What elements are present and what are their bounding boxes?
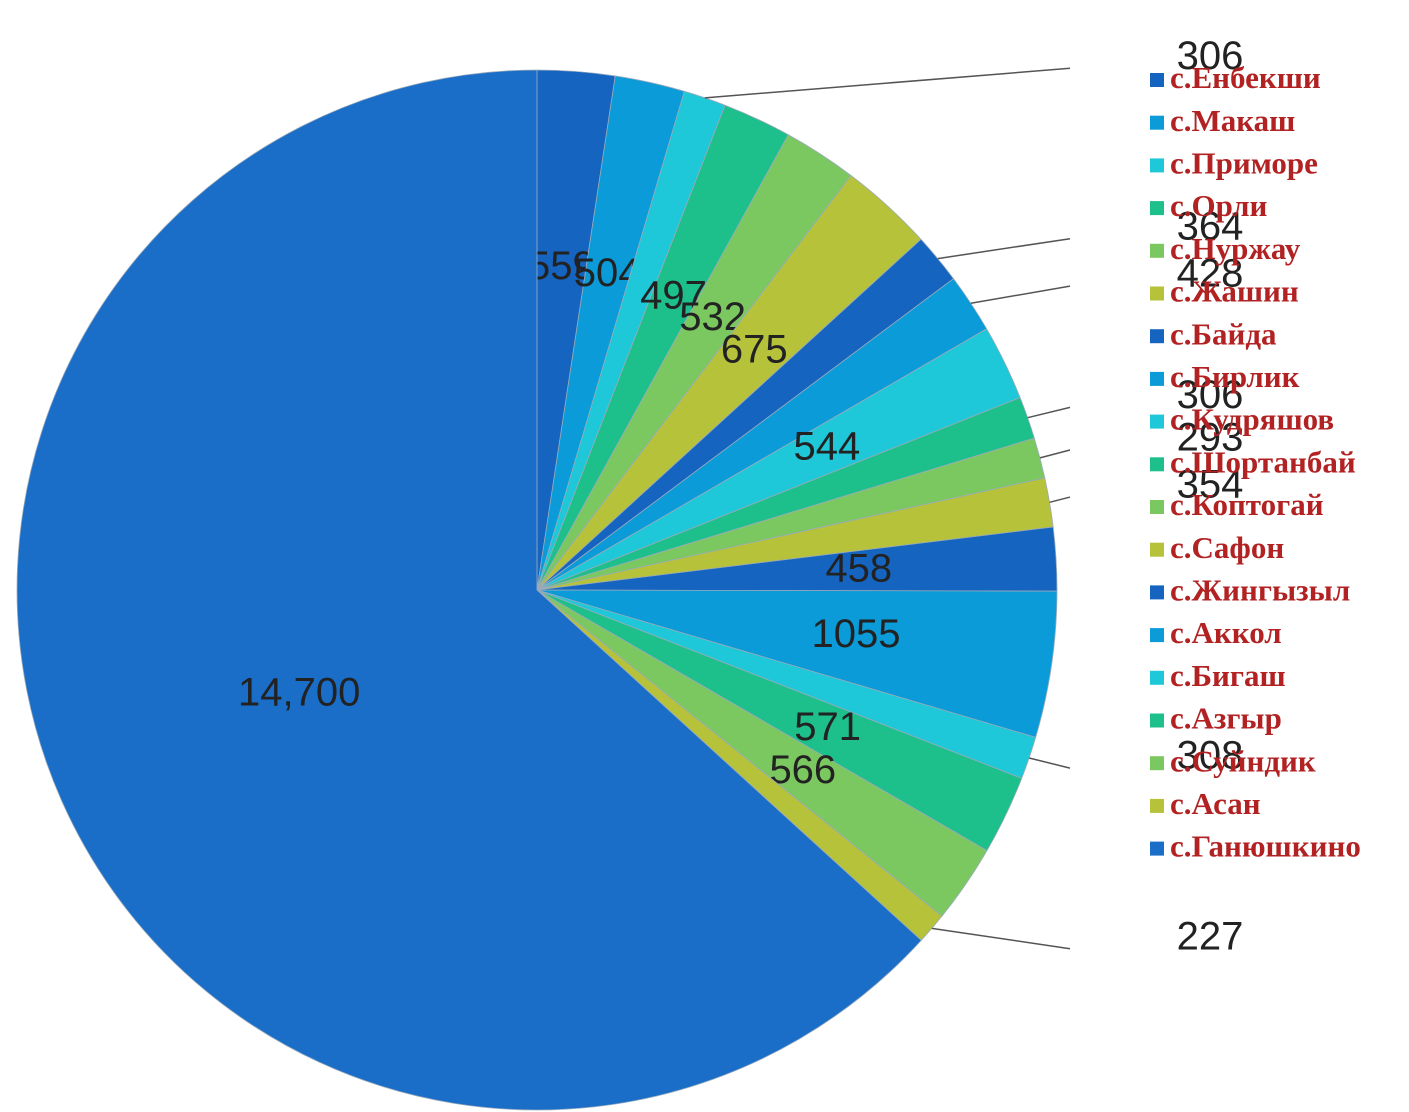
legend-swatch: [1150, 628, 1164, 643]
leader-line: [931, 927, 1071, 950]
legend-swatch: [1150, 670, 1164, 685]
legend-label: с.Байда: [1170, 316, 1277, 351]
leader-line: [704, 67, 1071, 99]
legend-swatch: [1150, 201, 1164, 216]
legend-swatch: [1150, 73, 1164, 87]
data-label: 428: [1177, 252, 1244, 296]
legend-label: с.Шортанбай: [1170, 444, 1356, 479]
legend-swatch: [1150, 115, 1164, 130]
legend-label: с.Жингызыл: [1170, 573, 1350, 608]
legend-label: с.Аккол: [1170, 615, 1282, 650]
legend-swatch: [1150, 841, 1164, 856]
data-label: 308: [1177, 734, 1244, 778]
legend-label: с.Асан: [1170, 786, 1261, 821]
leader-line: [1049, 496, 1071, 504]
legend-label: с.Жашин: [1170, 274, 1299, 309]
legend-swatch: [1150, 243, 1164, 258]
pie-slice: [16, 69, 922, 1111]
legend-label: с.Сафон: [1170, 530, 1284, 565]
legend-label: с.Суйндик: [1170, 743, 1316, 778]
leader-line: [1039, 449, 1071, 459]
legend-label: с.Азгыр: [1170, 701, 1282, 736]
legend-swatch: [1150, 542, 1164, 557]
data-label: 354: [1177, 463, 1244, 507]
data-label: 293: [1177, 416, 1244, 460]
data-label: 675: [721, 327, 788, 371]
legend-label: с.Нуржау: [1170, 231, 1301, 266]
data-label: 571: [794, 705, 861, 749]
legend-swatch: [1150, 286, 1164, 301]
data-label: 14,700: [238, 671, 360, 715]
data-label: 227: [1177, 914, 1244, 958]
legend-label: с.Коптогай: [1170, 487, 1324, 522]
legend-swatch: [1150, 585, 1164, 600]
legend-swatch: [1150, 500, 1164, 514]
data-label: 306: [1177, 373, 1244, 417]
legend-label: с.Енбекши: [1170, 60, 1321, 95]
data-label: 364: [1177, 204, 1244, 248]
data-label: 559: [528, 244, 595, 288]
legend-label: с.Бирлик: [1170, 359, 1300, 394]
legend-swatch: [1150, 798, 1164, 813]
legend-swatch: [1150, 329, 1164, 344]
data-label: 544: [794, 425, 861, 469]
legend-swatch: [1150, 371, 1164, 386]
data-label: 566: [769, 748, 836, 792]
legend-swatch: [1150, 713, 1164, 728]
legend-label: с.Ганюшкино: [1170, 829, 1361, 864]
legend-label: с.Приморе: [1170, 146, 1318, 181]
leader-line: [1028, 757, 1071, 769]
legend-label: с.Орли: [1170, 188, 1267, 223]
data-label: 1055: [812, 612, 901, 656]
leader-line: [937, 237, 1071, 260]
leader-line: [970, 285, 1071, 305]
legend-swatch: [1150, 457, 1164, 472]
legend-label: с.Кудряшов: [1170, 402, 1334, 437]
legend-swatch: [1150, 158, 1164, 173]
leader-line: [1027, 406, 1071, 419]
legend-swatch: [1150, 756, 1164, 771]
legend-label: с.Бигаш: [1170, 658, 1286, 693]
legend-swatch: [1150, 414, 1164, 429]
legend-label: с.Макаш: [1170, 103, 1295, 138]
data-label: 458: [825, 546, 892, 590]
data-label: 306: [1177, 34, 1244, 78]
